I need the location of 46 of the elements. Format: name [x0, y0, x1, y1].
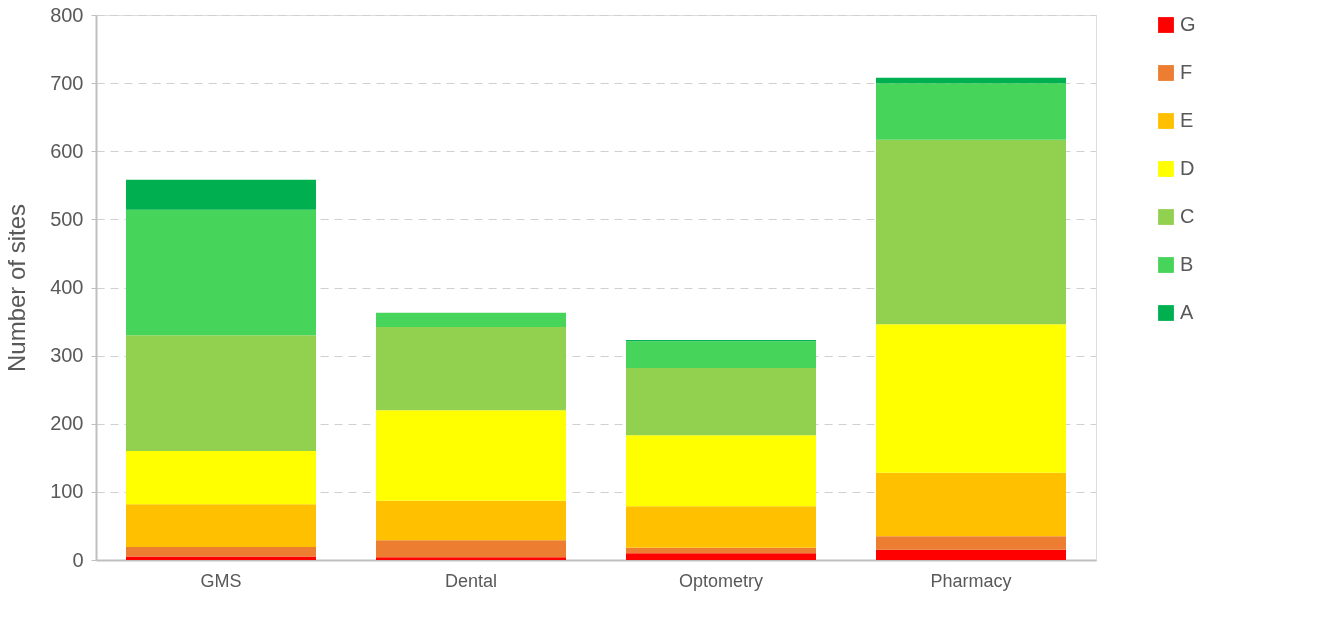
bar — [626, 435, 816, 507]
x-tick-label: Dental — [444, 570, 498, 591]
y-tick-label: 200 — [50, 412, 84, 435]
bar — [376, 540, 566, 558]
y-axis-title: Number of sites — [3, 203, 31, 373]
legend-label: D — [1180, 157, 1195, 179]
legend-label: E — [1180, 109, 1194, 131]
legend-label: G — [1180, 13, 1196, 35]
legend-label: A — [1180, 301, 1194, 323]
bar — [626, 341, 816, 368]
bar — [126, 547, 316, 557]
bar — [126, 451, 316, 505]
bar — [376, 557, 566, 560]
bar — [126, 335, 316, 451]
y-tick-label: 800 — [50, 3, 84, 26]
bar — [376, 500, 566, 541]
legend-label: B — [1180, 253, 1194, 275]
y-tick-label: 600 — [50, 139, 84, 162]
bar — [376, 327, 566, 411]
y-tick-label: 700 — [50, 71, 84, 94]
bar — [376, 312, 566, 328]
bar — [626, 506, 816, 548]
bar — [876, 83, 1066, 140]
y-tick-label: 400 — [50, 276, 84, 298]
bar — [126, 209, 316, 336]
y-tick-label: 300 — [50, 344, 84, 367]
bar — [876, 472, 1066, 537]
x-tick-label: Optometry — [678, 570, 764, 591]
bar — [126, 179, 316, 210]
bar — [876, 139, 1066, 325]
bar — [626, 547, 816, 554]
bar — [626, 553, 816, 560]
bar — [876, 77, 1066, 84]
y-tick-label: 0 — [72, 548, 84, 571]
bar — [876, 324, 1066, 473]
x-tick-label: Pharmacy — [930, 570, 1012, 591]
bar — [876, 549, 1066, 560]
x-tick-label: GMS — [200, 570, 242, 591]
bar — [626, 367, 816, 436]
y-tick-label: 500 — [50, 207, 84, 230]
y-tick-label: 100 — [50, 480, 84, 503]
legend-label: F — [1180, 61, 1193, 83]
bar — [126, 504, 316, 548]
legend-label: C — [1180, 205, 1195, 227]
bar — [376, 410, 566, 501]
bar — [876, 536, 1066, 550]
